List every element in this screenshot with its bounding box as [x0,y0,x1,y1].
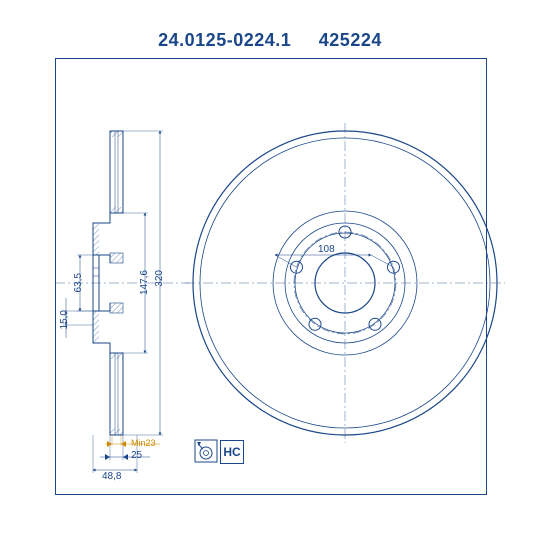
dim-thickness: 25 [131,450,142,461]
dim-bolt-circle: 108 [318,244,335,255]
technical-drawing [0,0,540,540]
side-view [55,131,190,473]
dim-offset: 48,8 [102,471,121,482]
dim-outer-diameter: 320 [154,270,165,287]
hc-marking: HC [220,440,244,464]
dim-hub-diameter: 63,5 [73,273,84,292]
screw-icon [195,440,217,462]
dim-min-thickness: Min23 [131,438,156,448]
dim-height-small: 15,0 [59,310,70,329]
dim-mid-diameter: 147,6 [139,270,150,295]
hc-label: HC [223,445,240,459]
bolt-holes [291,226,400,330]
front-view [185,123,505,443]
